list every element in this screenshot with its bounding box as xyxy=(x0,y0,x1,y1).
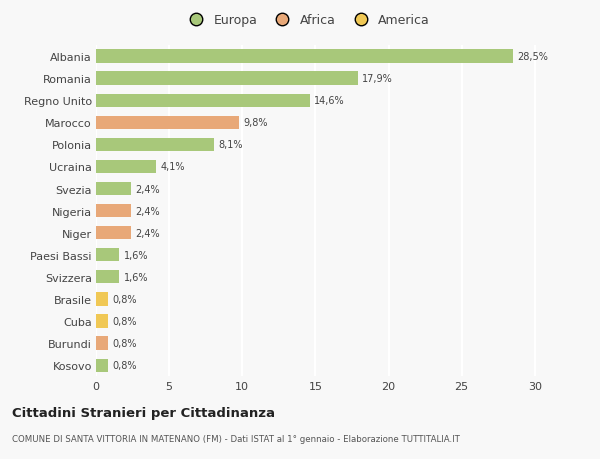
Text: 17,9%: 17,9% xyxy=(362,74,393,84)
Text: 2,4%: 2,4% xyxy=(136,206,160,216)
Text: 28,5%: 28,5% xyxy=(517,52,548,62)
Text: 2,4%: 2,4% xyxy=(136,184,160,194)
Text: 0,8%: 0,8% xyxy=(112,338,137,348)
Text: 0,8%: 0,8% xyxy=(112,294,137,304)
Bar xyxy=(96,293,108,306)
Bar xyxy=(96,205,131,218)
Text: Cittadini Stranieri per Cittadinanza: Cittadini Stranieri per Cittadinanza xyxy=(12,406,275,419)
Bar xyxy=(96,161,156,174)
Bar xyxy=(96,73,358,85)
Bar xyxy=(96,249,119,262)
Bar xyxy=(96,183,131,196)
Bar xyxy=(96,139,214,151)
Legend: Europa, Africa, America: Europa, Africa, America xyxy=(178,9,435,32)
Text: 1,6%: 1,6% xyxy=(124,272,148,282)
Text: 14,6%: 14,6% xyxy=(314,96,344,106)
Text: 1,6%: 1,6% xyxy=(124,250,148,260)
Bar xyxy=(96,95,310,107)
Bar xyxy=(96,271,119,284)
Bar xyxy=(96,117,239,129)
Text: 2,4%: 2,4% xyxy=(136,228,160,238)
Text: 0,8%: 0,8% xyxy=(112,316,137,326)
Bar xyxy=(96,337,108,350)
Bar xyxy=(96,315,108,328)
Text: 0,8%: 0,8% xyxy=(112,360,137,370)
Bar xyxy=(96,359,108,372)
Bar xyxy=(96,227,131,240)
Text: COMUNE DI SANTA VITTORIA IN MATENANO (FM) - Dati ISTAT al 1° gennaio - Elaborazi: COMUNE DI SANTA VITTORIA IN MATENANO (FM… xyxy=(12,434,460,443)
Text: 9,8%: 9,8% xyxy=(244,118,268,128)
Text: 8,1%: 8,1% xyxy=(219,140,244,150)
Text: 4,1%: 4,1% xyxy=(160,162,185,172)
Bar xyxy=(96,50,513,63)
